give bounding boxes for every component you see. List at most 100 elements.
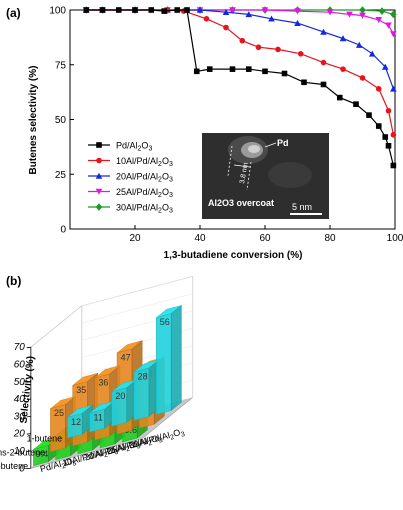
bar-0-4: 56	[155, 304, 182, 415]
data-point	[297, 51, 304, 57]
x-tick-label: 20	[129, 233, 141, 244]
y-tick-label: 50	[55, 115, 67, 126]
data-point	[339, 35, 347, 42]
data-point	[229, 7, 236, 14]
inset-overcoat-label: Al2O3 overcoat	[208, 198, 274, 208]
panel-a-x-axis-label: 1,3-butadiene conversion (%)	[164, 250, 303, 261]
data-point	[378, 7, 386, 15]
data-point	[382, 134, 389, 140]
inset-micrograph: Pd 3.8 nm Al2O3 overcoat 5 nm	[202, 133, 329, 219]
data-point	[385, 107, 392, 114]
data-point	[196, 6, 204, 13]
y-tick-label: 100	[49, 6, 66, 17]
series-label: Trans-2-butene	[0, 447, 45, 457]
x-tick-label: 40	[194, 233, 206, 244]
data-point	[255, 44, 262, 51]
z-tick-label: 20	[13, 429, 26, 440]
panel-a-legend: Pd/Al2O3 10Al/Pd/Al2O3 20Al/Pd/Al2O3 25Al/P…	[88, 141, 173, 215]
data-point	[95, 172, 103, 179]
z-tick-mark	[26, 398, 31, 400]
data-point	[390, 10, 397, 19]
data-point	[193, 68, 200, 75]
data-point	[96, 142, 102, 148]
data-point	[320, 59, 327, 66]
y-tick-label: 75	[55, 60, 67, 71]
data-point	[132, 7, 138, 13]
data-point	[229, 66, 236, 72]
data-point	[385, 142, 392, 149]
z-tick-label: 30	[14, 411, 26, 422]
z-tick-mark	[26, 433, 31, 435]
data-point	[375, 123, 382, 129]
x-tick-label: 60	[259, 233, 271, 244]
data-point	[366, 112, 372, 118]
data-point	[326, 9, 334, 16]
data-point	[359, 12, 366, 19]
bar-side	[170, 304, 182, 411]
panel-a-x-ticks: 20 40 60 80 100	[129, 225, 403, 244]
data-point	[294, 19, 301, 26]
data-point	[340, 66, 346, 72]
panel-b-bars: 9.414251435122036119.64720342856	[33, 304, 182, 466]
data-point	[353, 101, 359, 107]
data-point	[320, 28, 327, 35]
data-point	[301, 79, 307, 86]
data-point	[375, 17, 383, 24]
data-point	[245, 11, 253, 18]
data-point	[320, 81, 327, 88]
data-point	[115, 7, 122, 13]
data-point	[261, 7, 269, 14]
data-point	[359, 6, 366, 14]
data-point	[385, 22, 392, 29]
inset-thickness-label: 3.8 nm	[239, 162, 250, 184]
bar-value-label: 28	[138, 371, 148, 381]
z-tick-mark	[26, 364, 31, 366]
z-tick-mark	[26, 381, 31, 383]
z-tick-mark	[26, 467, 31, 470]
z-tick-label: 0	[19, 463, 25, 474]
z-tick-mark	[26, 415, 31, 418]
inset-pd-label: Pd	[277, 138, 289, 148]
bar-value-label: 12	[71, 417, 81, 427]
data-point	[390, 31, 397, 38]
data-point	[359, 75, 366, 81]
data-point	[184, 7, 190, 13]
data-point	[262, 68, 268, 75]
data-point	[174, 7, 181, 13]
z-tick-label: 70	[14, 342, 26, 353]
data-point	[355, 41, 363, 48]
panel-a-label: (a)	[6, 6, 21, 20]
inset-scale-label: 5 nm	[292, 202, 312, 212]
panel-a-y-axis-label: Butenes selectivity (%)	[28, 66, 39, 175]
series-label: Cis-2-butene	[0, 461, 28, 471]
data-point	[206, 66, 213, 72]
z-tick-mark	[26, 450, 31, 452]
bar-value-label: 20	[115, 391, 125, 401]
bar-value-label: 35	[76, 385, 86, 395]
legend-entry: Pd/Al2O3	[116, 141, 152, 153]
z-tick-label: 60	[14, 359, 26, 370]
data-point	[268, 15, 275, 22]
data-point	[336, 94, 343, 101]
panel-a-y-ticks: 0 25 50 75 100	[49, 6, 74, 236]
x-tick-label: 80	[324, 233, 336, 244]
data-point	[245, 66, 252, 72]
data-point	[83, 7, 90, 13]
z-tick-label: 10	[14, 446, 26, 457]
series-line	[86, 9, 394, 135]
bar-front	[155, 313, 172, 415]
data-point	[95, 203, 103, 211]
x-tick-label: 100	[387, 233, 403, 244]
series-label: 1-butene	[27, 434, 63, 444]
bar-0-0: 12	[67, 404, 93, 439]
bar-value-label: 11	[94, 413, 103, 423]
data-point	[381, 63, 389, 70]
y-tick-label: 25	[55, 170, 67, 181]
data-point	[99, 7, 106, 13]
data-point	[96, 157, 102, 164]
bar-value-label: 9.4	[36, 449, 49, 459]
data-point	[222, 8, 230, 15]
data-point	[148, 7, 155, 13]
z-gridline	[81, 293, 193, 324]
series-line	[86, 9, 394, 90]
